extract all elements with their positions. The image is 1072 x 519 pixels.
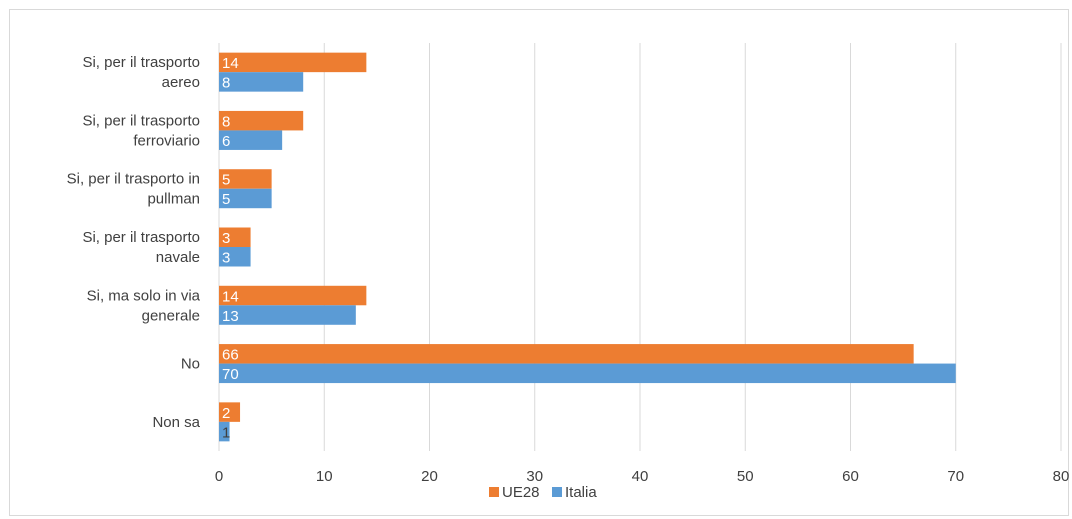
- x-tick-label: 30: [526, 468, 543, 485]
- category-label: Si, per il trasporto: [82, 229, 200, 246]
- data-label-ue28: 2: [222, 405, 230, 422]
- bar-ue28: [219, 285, 367, 306]
- x-tick-label: 60: [842, 468, 859, 485]
- data-label-italia: 1: [222, 424, 230, 441]
- bar-italia: [219, 247, 251, 267]
- bar-italia: [219, 188, 272, 209]
- x-tick-label: 80: [1053, 468, 1070, 485]
- category-label: ferroviario: [133, 132, 200, 149]
- legend: UE28 Italia: [489, 484, 597, 501]
- category-label: Si, per il trasporto: [82, 54, 200, 71]
- legend-swatch-ue28: [489, 487, 499, 497]
- data-label-italia: 13: [222, 308, 239, 325]
- category-label: aereo: [162, 74, 200, 91]
- x-tick-label: 0: [215, 468, 223, 485]
- legend-label-ue28: UE28: [502, 484, 540, 501]
- data-label-italia: 5: [222, 191, 230, 208]
- category-label: pullman: [147, 191, 200, 208]
- gridlines: [218, 43, 1062, 451]
- category-label: Si, per il trasporto in: [67, 171, 200, 188]
- data-label-ue28: 5: [222, 172, 230, 189]
- x-tick-label: 20: [421, 468, 438, 485]
- bar-ue28: [219, 227, 251, 247]
- category-label: Non sa: [152, 414, 200, 431]
- bar-ue28: [219, 344, 914, 364]
- data-labels: 14 8 8 6 5 5 3 3 14 13 66 70 2 1: [222, 55, 239, 441]
- x-tick-label: 40: [632, 468, 649, 485]
- data-label-italia: 8: [222, 75, 230, 92]
- bar-ue28: [219, 169, 272, 189]
- data-label-ue28: 8: [222, 113, 230, 130]
- category-label: navale: [156, 249, 200, 266]
- data-label-italia: 6: [222, 133, 230, 150]
- data-label-ue28: 66: [222, 347, 239, 364]
- category-labels: Si, per il trasporto aereo Si, per il tras…: [67, 54, 201, 431]
- data-label-ue28: 14: [222, 288, 239, 305]
- category-label: No: [181, 356, 200, 373]
- data-label-ue28: 3: [222, 230, 230, 247]
- bar-ue28: [219, 52, 367, 73]
- bar-italia: [219, 72, 304, 92]
- x-tick-label: 10: [316, 468, 333, 485]
- x-axis-ticks: 0 10 20 30 40 50 60 70 80: [215, 468, 1070, 485]
- bar-italia: [219, 363, 956, 384]
- bars: [219, 52, 956, 442]
- data-label-italia: 70: [222, 366, 239, 383]
- bar-italia: [219, 130, 283, 150]
- category-label: generale: [142, 307, 200, 324]
- category-label: Si, per il trasporto: [82, 112, 200, 129]
- category-label: Si, ma solo in via: [87, 287, 201, 304]
- legend-label-italia: Italia: [565, 484, 597, 501]
- bar-ue28: [219, 402, 241, 422]
- bar-italia: [219, 305, 356, 325]
- legend-swatch-italia: [552, 487, 562, 497]
- chart-frame: [9, 9, 1069, 516]
- data-label-ue28: 14: [222, 55, 239, 72]
- x-tick-label: 50: [737, 468, 754, 485]
- bar-italia: [219, 421, 230, 442]
- bar-ue28: [219, 110, 304, 131]
- x-tick-label: 70: [947, 468, 964, 485]
- data-label-italia: 3: [222, 250, 230, 267]
